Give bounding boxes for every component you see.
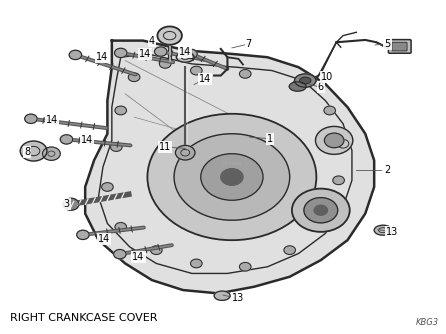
Circle shape [111,143,122,151]
Circle shape [25,114,37,124]
Ellipse shape [289,82,306,91]
Polygon shape [85,41,374,293]
Text: 3: 3 [63,199,70,209]
Circle shape [154,47,167,56]
Circle shape [314,205,327,215]
Circle shape [128,73,140,81]
Circle shape [201,154,263,200]
Text: 14: 14 [132,253,145,263]
Circle shape [319,209,331,218]
Circle shape [174,134,290,220]
Circle shape [148,114,316,240]
Circle shape [114,249,126,259]
Circle shape [324,106,335,115]
Ellipse shape [300,77,311,84]
Text: RIGHT CRANKCASE COVER: RIGHT CRANKCASE COVER [9,313,157,323]
Circle shape [102,183,113,191]
Circle shape [333,176,344,185]
Text: KBG3: KBG3 [416,318,438,327]
Circle shape [115,48,127,57]
FancyBboxPatch shape [392,42,407,51]
Circle shape [20,141,47,161]
Text: 14: 14 [179,47,191,57]
Text: 14: 14 [96,52,108,62]
Text: 13: 13 [386,227,398,237]
Ellipse shape [294,74,316,87]
Text: 5: 5 [384,39,391,49]
Ellipse shape [157,26,182,45]
Text: 14: 14 [98,234,110,244]
Text: 8: 8 [25,147,30,157]
Text: 7: 7 [246,39,252,49]
Text: 14: 14 [81,135,94,145]
Text: 2: 2 [384,165,391,175]
Circle shape [190,259,202,268]
Circle shape [185,49,197,58]
Circle shape [175,145,195,160]
Text: 11: 11 [159,142,171,152]
Circle shape [159,59,171,68]
Circle shape [151,246,162,255]
Text: 6: 6 [318,82,324,92]
Ellipse shape [214,291,230,300]
Circle shape [69,50,82,59]
Circle shape [284,246,295,255]
Text: Honda: Honda [222,161,242,166]
Text: 13: 13 [231,293,244,303]
Circle shape [240,69,251,78]
Circle shape [63,198,79,210]
Circle shape [42,147,60,160]
Circle shape [304,198,338,223]
Circle shape [337,139,349,148]
Text: 14: 14 [45,116,58,126]
Circle shape [292,189,350,232]
Circle shape [115,106,127,115]
Circle shape [60,135,73,144]
Text: 14: 14 [139,49,151,59]
Text: 1: 1 [267,134,273,144]
Circle shape [190,66,202,75]
Circle shape [293,79,304,88]
Text: 14: 14 [199,74,211,84]
Circle shape [315,127,353,154]
Circle shape [240,263,251,271]
FancyBboxPatch shape [388,40,411,53]
Text: 10: 10 [322,72,334,82]
Text: 4: 4 [149,36,155,46]
Ellipse shape [176,52,194,62]
Circle shape [221,169,243,185]
Ellipse shape [374,225,392,235]
Circle shape [324,133,344,148]
Circle shape [77,230,89,239]
Circle shape [115,222,127,231]
